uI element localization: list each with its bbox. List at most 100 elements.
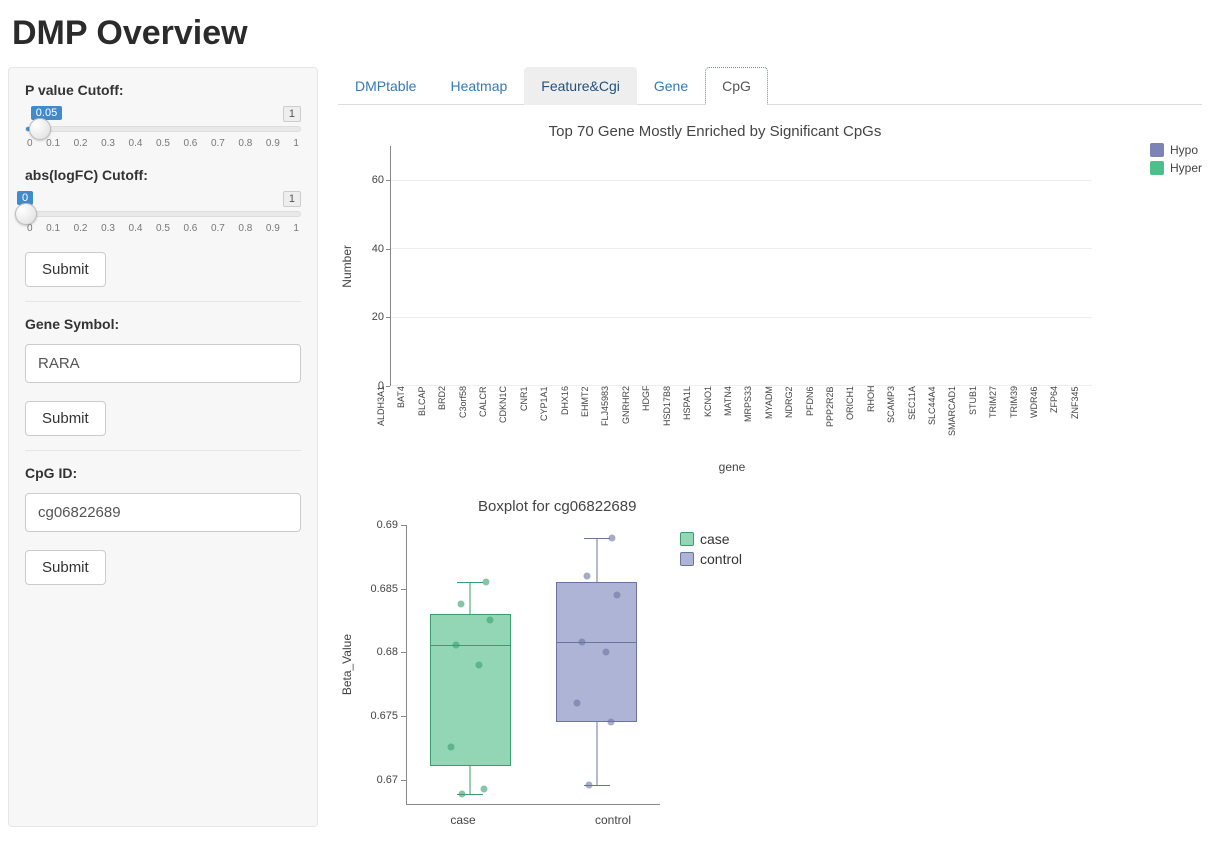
barchart-xlabel-tick: HDGF [641,386,649,458]
barchart-xlabel-tick: TRIM39 [1009,386,1017,458]
barchart-xlabel-tick [978,386,986,458]
barchart-xlabel-tick [427,386,435,458]
boxplot: Beta_Value 0.670.6750.680.6850.69 caseco… [338,525,1202,805]
divider [25,301,301,302]
barchart-xlabel-tick [835,386,843,458]
barchart-xlabel-tick [672,386,680,458]
barchart-xlabel-tick [590,386,598,458]
barchart-xlabel-tick [754,386,762,458]
barchart-xlabel-tick: SCAMP3 [886,386,894,458]
tab-gene[interactable]: Gene [637,67,705,105]
barchart-xlabel-tick: GNRHR2 [621,386,629,458]
barchart-xlabel-tick [488,386,496,458]
submit-cpg-button[interactable]: Submit [25,550,106,585]
barchart-xlabel-tick: BAT4 [396,386,404,458]
barchart-xlabel-tick [917,386,925,458]
barchart-xlabel-tick: MRPS33 [743,386,751,458]
barchart-xlabel-tick [631,386,639,458]
barchart-xlabel-tick: HSPA1L [682,386,690,458]
barchart-legend: HypoHyper [1150,143,1202,175]
barchart-xlabel-tick [815,386,823,458]
barchart-title: Top 70 Gene Mostly Enriched by Significa… [338,123,1092,140]
boxplot-xlabel: control [538,805,688,827]
main-panel: DMPtableHeatmapFeature&CgiGeneCpG Top 70… [338,67,1202,827]
logfc-label: abs(logFC) Cutoff: [25,167,301,183]
logfc-badge-right: 1 [283,191,301,207]
barchart-xlabel-tick [794,386,802,458]
barchart-xlabel-tick [713,386,721,458]
cpg-id-label: CpG ID: [25,465,301,481]
barchart-xlabel-tick: TRIM27 [988,386,996,458]
barchart-xlabel-tick [529,386,537,458]
barchart-xlabel-tick [937,386,945,458]
barchart-xlabel-tick [570,386,578,458]
barchart-xlabel-tick: CYP1A1 [539,386,547,458]
boxplot-xlabel: case [388,805,538,827]
barchart-xlabel-tick: BLCAP [417,386,425,458]
barchart-xlabel-tick: STUB1 [968,386,976,458]
gene-symbol-label: Gene Symbol: [25,316,301,332]
submit-filters-button[interactable]: Submit [25,252,106,287]
barchart: Number 0204060 [338,146,1092,386]
barchart-xlabel-tick: MYADM [764,386,772,458]
boxplot-case [430,525,511,804]
pvalue-label: P value Cutoff: [25,82,301,98]
barchart-xlabel-tick: HSD17B8 [662,386,670,458]
pvalue-slider[interactable]: 0.05 1 00.10.20.30.40.50.60.70.80.91 [25,110,301,149]
pvalue-slider-knob[interactable] [29,118,51,140]
barchart-xlabel-tick [447,386,455,458]
barchart-xlabel-tick [856,386,864,458]
barchart-xlabel-tick [896,386,904,458]
boxplot-title: Boxplot for cg06822689 [478,498,1202,515]
barchart-xlabel-tick: PPP2R2B [825,386,833,458]
barchart-xlabel-tick: C3orf58 [458,386,466,458]
tab-bar: DMPtableHeatmapFeature&CgiGeneCpG [338,67,1202,105]
barchart-xlabel-tick: DHX16 [560,386,568,458]
boxplot-legend: casecontrol [680,531,742,805]
barchart-xlabel-tick: SEC11A [907,386,915,458]
tab-cpg[interactable]: CpG [705,67,768,105]
barchart-xlabel-tick [876,386,884,458]
barchart-xlabel-tick [386,386,394,458]
barchart-xlabel-tick [692,386,700,458]
barchart-xlabel-tick [1080,386,1088,458]
tab-featurecgi[interactable]: Feature&Cgi [524,67,637,105]
barchart-xlabel-tick [611,386,619,458]
barchart-xlabel-tick: ALDH3A1 [376,386,384,458]
barchart-xlabel-tick [651,386,659,458]
tab-heatmap[interactable]: Heatmap [433,67,524,105]
barchart-xlabel-tick: NDRG2 [784,386,792,458]
barchart-xlabel-tick [468,386,476,458]
gene-symbol-input[interactable] [25,344,301,383]
barchart-xlabel-tick [549,386,557,458]
tab-dmptable[interactable]: DMPtable [338,67,433,105]
sidebar-panel: P value Cutoff: 0.05 1 00.10.20.30.40.50… [8,67,318,827]
barchart-xlabel-tick [998,386,1006,458]
logfc-slider[interactable]: 0 1 00.10.20.30.40.50.60.70.80.91 [25,195,301,234]
submit-gene-button[interactable]: Submit [25,401,106,436]
barchart-xlabel-tick: WDR46 [1029,386,1037,458]
barchart-xlabel-tick [774,386,782,458]
barchart-xlabel-tick [407,386,415,458]
barchart-xlabel-tick: CDKN1C [498,386,506,458]
barchart-xlabel-tick: QRICH1 [845,386,853,458]
barchart-xlabel-tick [733,386,741,458]
barchart-xlabel-tick: CALCR [478,386,486,458]
barchart-xlabel: gene [372,460,1092,474]
logfc-slider-knob[interactable] [15,203,37,225]
barchart-xlabel-tick [509,386,517,458]
barchart-xlabel-tick: EHMT2 [580,386,588,458]
page-title: DMP Overview [12,14,1202,53]
barchart-xlabel-tick [1019,386,1027,458]
pvalue-badge-right: 1 [283,106,301,122]
barchart-ylabel: Number [338,245,356,288]
barchart-xlabel-tick [1039,386,1047,458]
barchart-xlabel-tick: CNR1 [519,386,527,458]
barchart-xlabel-tick: MATN4 [723,386,731,458]
barchart-xlabel-tick: SMARCAD1 [947,386,955,458]
barchart-xlabel-tick [958,386,966,458]
barchart-xlabel-tick: FLJ45983 [600,386,608,458]
barchart-xlabel-tick: SLC44A4 [927,386,935,458]
cpg-id-input[interactable] [25,493,301,532]
boxplot-ylabel: Beta_Value [338,634,356,695]
